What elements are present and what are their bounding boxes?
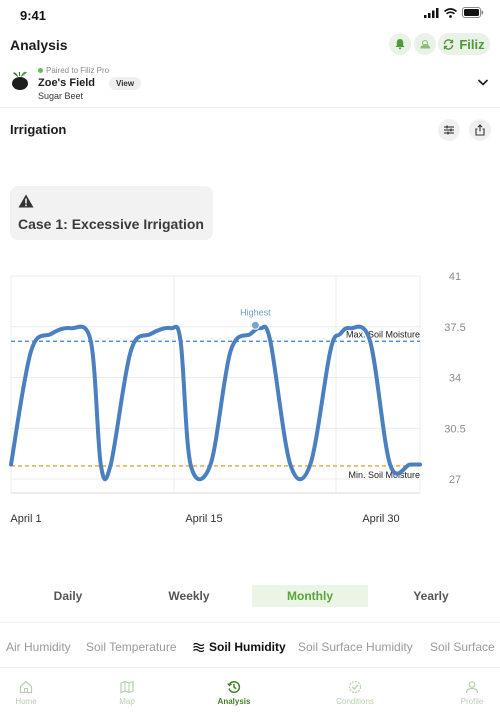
map-icon	[120, 680, 134, 694]
status-bar: 9:41	[0, 0, 500, 28]
paired-status: Paired to Filiz Pro	[38, 66, 109, 75]
soil-humidity-series-line	[9, 324, 422, 482]
home-icon	[19, 680, 33, 694]
highest-point-marker[interactable]	[250, 320, 260, 330]
metric-label: Soil Temperature	[86, 640, 177, 654]
paired-text: Paired to Filiz Pro	[46, 66, 110, 75]
history-icon	[227, 681, 241, 694]
wifi-icon	[444, 7, 457, 18]
nav-label: Conditions	[336, 697, 374, 706]
signal-icon	[424, 7, 439, 18]
check-circle-icon	[348, 680, 362, 694]
period-tabs: Daily Weekly Monthly Yearly	[10, 585, 490, 607]
device-switch-button[interactable]: Filiz	[438, 33, 490, 55]
case-title: Case 1: Excessive Irrigation	[18, 216, 204, 232]
tab-yearly[interactable]: Yearly	[413, 589, 449, 603]
nav-label: Analysis	[217, 697, 251, 706]
nav-label: Map	[119, 697, 135, 706]
tab-soil-surface-humidity[interactable]: Soil Surface Humidity	[298, 640, 413, 654]
x-tick-label: April 30	[362, 513, 399, 525]
metric-tabs: Air Humidity Soil Temperature Soil Humid…	[0, 622, 500, 668]
tab-soil-surface[interactable]: Soil Surface	[430, 640, 495, 654]
highest-label: Highest	[240, 307, 271, 317]
waves-icon	[193, 642, 205, 652]
field-selector[interactable]: Paired to Filiz Pro Zoe's Field View Sug…	[0, 62, 500, 108]
section-title: Irrigation	[10, 122, 67, 137]
tab-soil-humidity[interactable]: Soil Humidity	[193, 640, 286, 654]
notifications-button[interactable]	[389, 33, 411, 55]
header: Analysis Filiz	[0, 30, 500, 60]
filter-button[interactable]	[438, 119, 460, 141]
chevron-down-icon[interactable]	[476, 75, 490, 89]
min-moisture-label: Min. Soil Moisture	[348, 470, 420, 480]
y-tick-label: 37.5	[444, 322, 465, 334]
cloud-sun-icon	[420, 39, 431, 49]
sugar-beet-icon	[12, 71, 28, 90]
status-time: 9:41	[20, 8, 47, 23]
page-title: Analysis	[10, 37, 68, 53]
device-label: Filiz	[459, 36, 485, 52]
nav-home[interactable]: Home	[0, 680, 56, 706]
nav-profile[interactable]: Profile	[442, 680, 500, 706]
metric-label: Soil Surface	[430, 640, 495, 654]
tab-soil-temperature[interactable]: Soil Temperature	[86, 640, 177, 654]
status-dot	[38, 68, 43, 73]
share-button[interactable]	[469, 119, 491, 141]
tab-monthly[interactable]: Monthly	[252, 585, 368, 607]
y-tick-label: 27	[449, 474, 461, 486]
metric-label: Air Humidity	[6, 640, 71, 654]
max-moisture-label: Max. Soil Moisture	[346, 329, 420, 339]
sliders-icon	[444, 125, 454, 135]
y-tick-label: 30.5	[444, 423, 465, 435]
nav-label: Home	[15, 697, 37, 706]
nav-map[interactable]: Map	[97, 680, 157, 706]
battery-icon	[462, 7, 484, 18]
bottom-nav: Home Map Analysis Conditions Profile	[0, 670, 500, 716]
field-crop: Sugar Beet	[38, 91, 84, 101]
y-tick-label: 41	[449, 271, 461, 283]
refresh-icon	[444, 38, 454, 50]
bell-icon	[395, 39, 405, 50]
status-icons	[424, 7, 484, 18]
case-card: Case 1: Excessive Irrigation	[10, 186, 213, 240]
nav-label: Profile	[460, 697, 484, 706]
x-tick-label: April 1	[10, 513, 41, 525]
metric-label: Soil Surface Humidity	[298, 640, 413, 654]
metric-label: Soil Humidity	[209, 640, 286, 654]
warning-icon	[18, 194, 34, 208]
user-icon	[465, 681, 479, 694]
tab-daily[interactable]: Daily	[53, 589, 83, 603]
tab-weekly[interactable]: Weekly	[168, 589, 210, 603]
share-icon	[475, 124, 485, 136]
irrigation-chart: 41 37.5 34 30.5 27 April 1 April 15 April 30 M…	[9, 271, 466, 525]
tab-air-humidity[interactable]: Air Humidity	[6, 640, 71, 654]
field-name: Zoe's Field	[38, 77, 96, 89]
y-tick-label: 34	[449, 373, 461, 385]
weather-button[interactable]	[414, 33, 436, 55]
x-tick-label: April 15	[185, 513, 222, 525]
nav-conditions[interactable]: Conditions	[325, 680, 385, 706]
view-field-button[interactable]: View	[109, 77, 142, 90]
nav-analysis[interactable]: Analysis	[204, 680, 264, 706]
